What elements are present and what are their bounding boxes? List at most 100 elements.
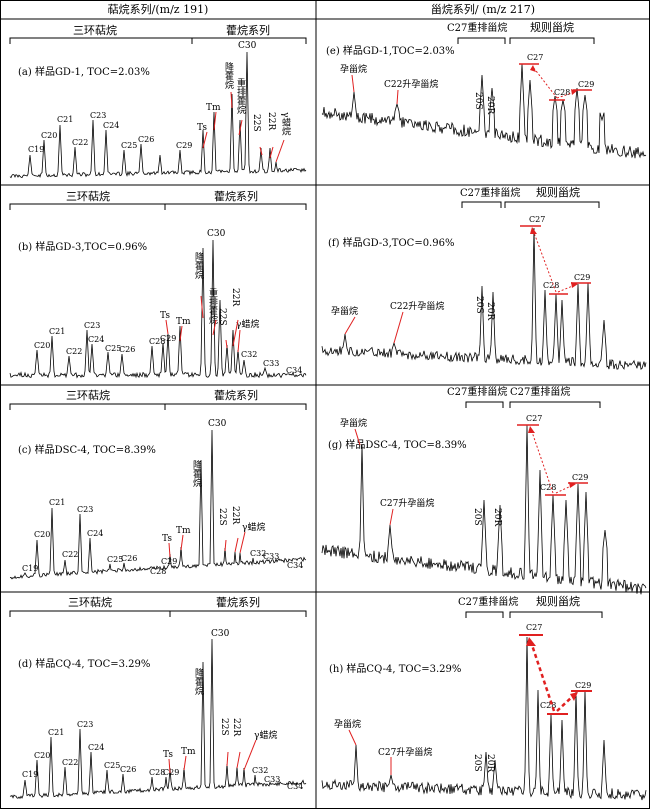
sterane-ratio-markers: C27 C28 C29: [519, 623, 592, 715]
chromatogram-trace: [9, 51, 307, 179]
arrowhead: [526, 637, 536, 646]
bracket-regular-sterane: [509, 401, 601, 408]
peak-label: C28: [149, 337, 165, 346]
arrowhead: [530, 227, 537, 234]
label-rearranged-hopane: 重排藿烷: [207, 287, 218, 325]
panel-title: (b) 样品GD-3,TOC=0.96%: [18, 240, 147, 253]
label-tm: Tm: [176, 526, 191, 536]
label-gammacerane: γ蜡烷: [242, 521, 265, 533]
chromatogram-trace: [321, 227, 647, 370]
label-hopane-series: 藿烷系列: [226, 23, 270, 37]
label-tm: Tm: [181, 747, 196, 757]
sterane-ratio-markers: C27 C28 C29: [520, 215, 591, 295]
peak-label: C22: [62, 550, 78, 559]
bracket-tricyclic: [9, 610, 171, 617]
bracket-tricyclic: [9, 203, 166, 210]
label-22r: 22R: [231, 718, 241, 736]
peak-labels: C20 C21 C22 C23 C24 C25 C26 C28 C29 C32 …: [34, 321, 302, 375]
peak-labels: C19 C20 C21 C22 C23 C24 C25 C26 C28 C29 …: [22, 720, 303, 791]
panel-title: (f) 样品GD-3,TOC=0.96%: [328, 236, 454, 249]
peak-label: C25: [105, 344, 121, 353]
label-hopane-series: 藿烷系列: [214, 388, 258, 402]
peak-label: C21: [49, 327, 65, 336]
bracket-rearranged-sterane: [465, 611, 504, 618]
peak-label: C34: [287, 561, 303, 570]
label-22s: 22S: [217, 308, 227, 326]
label-20r: 20R: [485, 96, 495, 114]
label-c30: C30: [211, 629, 230, 639]
peak-label: C33: [263, 359, 279, 368]
label-hopane-series: 藿烷系列: [216, 595, 260, 609]
chromatogram-trace: [321, 636, 647, 801]
peak-label: C32: [250, 549, 266, 558]
label-22s: 22S: [217, 508, 227, 526]
label-c28: C28: [554, 88, 570, 97]
peak-label: C34: [286, 366, 302, 375]
left-header: 萜烷系列/(m/z 191): [108, 2, 209, 16]
label-rearranged-sterane: C27重排甾烷: [447, 385, 507, 398]
peak-label: C22: [62, 758, 78, 767]
peak-labels: C19 C20 C21 C22 C23 C24 C25 C26 C28 C29 …: [22, 498, 303, 576]
label-22r: 22R: [230, 506, 240, 524]
chromatogram-trace: [321, 424, 647, 595]
peak-label: C19: [28, 145, 44, 154]
arrow-to-c27: [529, 641, 556, 712]
label-homo-pregnane: C22升孕甾烷: [384, 78, 438, 90]
label-tricyclic: 三环萜烷: [66, 388, 110, 402]
peak-label: C23: [90, 111, 106, 120]
bracket-hopane: [191, 37, 307, 44]
label-c29: C29: [572, 473, 588, 482]
label-norhopane: 降藿烷: [193, 251, 204, 280]
label-c29: C29: [575, 681, 591, 690]
bracket-regular-sterane: [509, 611, 603, 618]
label-c27: C27: [527, 53, 543, 62]
label-22s: 22S: [251, 114, 261, 132]
label-tm: Tm: [176, 317, 191, 327]
peak-label: C21: [57, 115, 73, 124]
panel-b: 三环萜烷 藿烷系列 (b) 样品GD-3,TOC=0.96% C20 C21 C…: [9, 189, 307, 379]
peak-label: C22: [72, 138, 88, 147]
peak-label: C20: [41, 131, 57, 140]
red-pointer-lines: [344, 311, 404, 344]
peak-label: C29: [160, 334, 176, 343]
panel-f: C27重排甾烷 规则甾烷 (f) 样品GD-3,TOC=0.96% 孕甾烷 C2…: [321, 185, 647, 370]
bracket-rearranged-sterane: [461, 201, 502, 208]
label-20r: 20R: [492, 508, 502, 526]
label-c27: C27: [526, 414, 542, 423]
peak-label: C20: [34, 751, 50, 760]
peak-label: C26: [119, 345, 135, 354]
label-pregnane: 孕甾烷: [340, 417, 367, 429]
label-rearranged-sterane: C27重排甾烷: [460, 186, 520, 199]
label-c30: C30: [238, 41, 257, 51]
peak-label: C29: [163, 768, 179, 777]
peak-label: C23: [77, 720, 93, 729]
chromatogram-trace: [9, 638, 307, 800]
sterane-ratio-markers: C27 C28 C29: [519, 53, 594, 101]
panel-a: 三环萜烷 藿烷系列 (a) 样品GD-1, TOC=2.03% C19 C20 …: [9, 23, 307, 179]
peak-label: C19: [22, 770, 38, 779]
peak-label: C19: [22, 564, 38, 573]
label-gammacerane: γ蜡烷: [280, 112, 291, 136]
label-rearranged-sterane: C27重排甾烷: [447, 21, 507, 34]
label-norhopane: 降藿烷: [223, 61, 234, 90]
label-regular-sterane: 规则甾烷: [536, 594, 580, 608]
panel-c: 三环萜烷 藿烷系列 (c) 样品DSC-4, TOC=8.39% C19 C20…: [9, 388, 307, 580]
peak-label: C26: [138, 135, 154, 144]
label-c28: C28: [540, 701, 556, 710]
label-rearranged-sterane: C27重排甾烷: [458, 595, 518, 608]
label-homo-pregnane: C27升孕甾烷: [378, 746, 432, 758]
label-homo-pregnane: C22升孕甾烷: [390, 300, 444, 312]
bracket-regular-sterane: [504, 201, 600, 208]
label-rearranged-hopane: 重排藿烷: [235, 77, 246, 115]
label-homo-pregnane: C27升孕甾烷: [380, 497, 434, 509]
bracket-rearranged-sterane: [465, 401, 504, 408]
arrow-to-c27: [532, 229, 557, 293]
label-pregnane: 孕甾烷: [334, 718, 361, 730]
red-pointer-lines: [354, 428, 394, 526]
label-ts: Ts: [197, 123, 207, 133]
peak-labels: C19 C20 C21 C22 C23 C24 C25 C26 C29: [28, 111, 192, 154]
peak-label: C33: [263, 552, 279, 561]
arrow-to-c29: [556, 694, 575, 712]
arrowhead: [530, 65, 536, 72]
label-22r: 22R: [230, 288, 240, 306]
